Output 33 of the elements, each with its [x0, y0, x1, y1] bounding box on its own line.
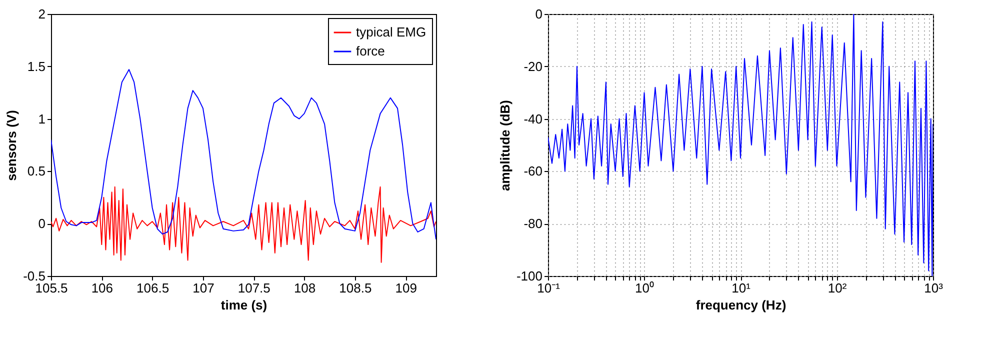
x-tick-label: 107 [192, 280, 214, 296]
x-tick-label: 10² [828, 280, 848, 296]
x-tick-label: 107.5 [238, 280, 270, 296]
y-axis-title: amplitude (dB) [497, 100, 512, 191]
x-tick-label: 10³ [924, 280, 944, 296]
y-tick-label: 0 [535, 6, 542, 22]
line-series [51, 69, 436, 240]
y-tick-label: 1.5 [27, 58, 46, 74]
y-tick-label: 0 [38, 216, 46, 232]
x-tick-label: 10⁻¹ [537, 280, 561, 296]
y-tick-label: -20 [524, 58, 542, 74]
y-tick-label: -60 [524, 164, 542, 179]
x-tick-label: 109 [395, 280, 417, 296]
x-axis-title: frequency (Hz) [696, 298, 786, 312]
y-tick-label: 0.5 [27, 164, 46, 179]
line-series [51, 186, 436, 263]
x-tick-label: 10⁰ [635, 280, 654, 296]
x-axis-title: time (s) [220, 298, 268, 312]
y-tick-label: -80 [524, 216, 542, 232]
y-tick-label: 2 [38, 6, 46, 22]
x-tick-label: 106.5 [136, 280, 170, 296]
y-tick-label: 1 [38, 111, 46, 126]
y-axis-title: sensors (V) [4, 110, 20, 181]
x-tick-label: 108.5 [339, 280, 372, 296]
y-tick-label: -40 [524, 111, 542, 126]
legend-label: force [356, 44, 385, 58]
x-tick-label: 108 [294, 280, 316, 296]
y-tick-label: -0.5 [23, 268, 46, 284]
x-tick-label: 106 [91, 280, 114, 296]
x-tick-label: 105.5 [35, 280, 68, 296]
y-tick-label: -100 [516, 268, 542, 284]
legend-label: typical EMG [356, 24, 426, 40]
x-tick-label: 10¹ [732, 280, 752, 296]
